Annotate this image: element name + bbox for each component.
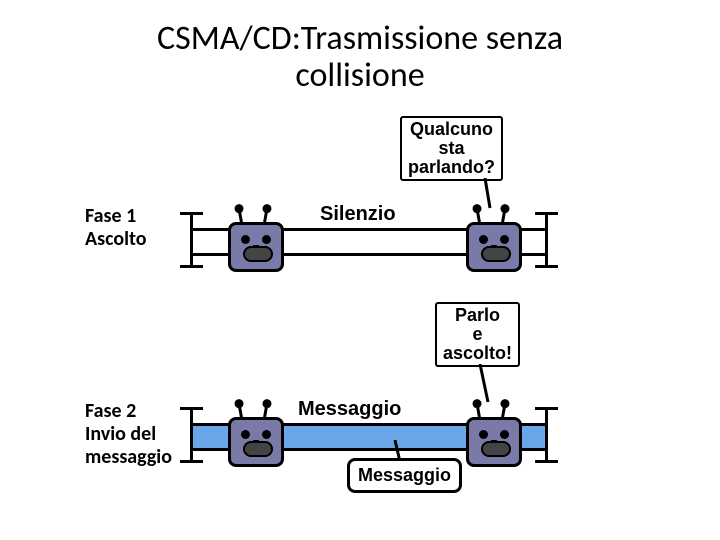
phase2-robot-left: [225, 405, 281, 463]
messaggio-bubble: Messaggio: [347, 458, 462, 493]
phase2-robot-right: [463, 405, 519, 463]
title-line-1: CSMA/CD:Trasmissione senza: [157, 18, 563, 59]
bubble-action: Parlo e ascolto!: [435, 302, 520, 367]
bubble-action-l2: e: [443, 325, 512, 344]
bubble-question: Qualcuno sta parlando?: [400, 116, 503, 181]
page-title: CSMA/CD:Trasmissione senza collisione: [0, 20, 720, 95]
phase1-term-right: [545, 215, 548, 265]
bubble-action-l1: Parlo: [443, 306, 512, 325]
bubble-question-l1: Qualcuno: [408, 120, 495, 139]
phase2-label-l3: messaggio: [85, 446, 172, 469]
bubble-question-l2: sta: [408, 139, 495, 158]
title-line-2: collisione: [295, 55, 424, 96]
phase1-label-l2: Ascolto: [85, 228, 147, 251]
phase1-robot-right: [463, 210, 519, 268]
phase2-label: Fase 2 Invio del messaggio: [85, 400, 172, 469]
phase1-label-l1: Fase 1: [85, 205, 147, 228]
phase1-label: Fase 1 Ascolto: [85, 205, 147, 251]
silenzio-label: Silenzio: [320, 203, 396, 226]
bubble-question-l3: parlando?: [408, 158, 495, 177]
phase1-robot-left: [225, 210, 281, 268]
phase2-label-l2: Invio del: [85, 423, 172, 446]
phase2-label-l1: Fase 2: [85, 400, 172, 423]
bubble-action-l3: ascolto!: [443, 344, 512, 363]
messaggio-top-label: Messaggio: [298, 398, 401, 421]
phase2-term-right: [545, 410, 548, 460]
